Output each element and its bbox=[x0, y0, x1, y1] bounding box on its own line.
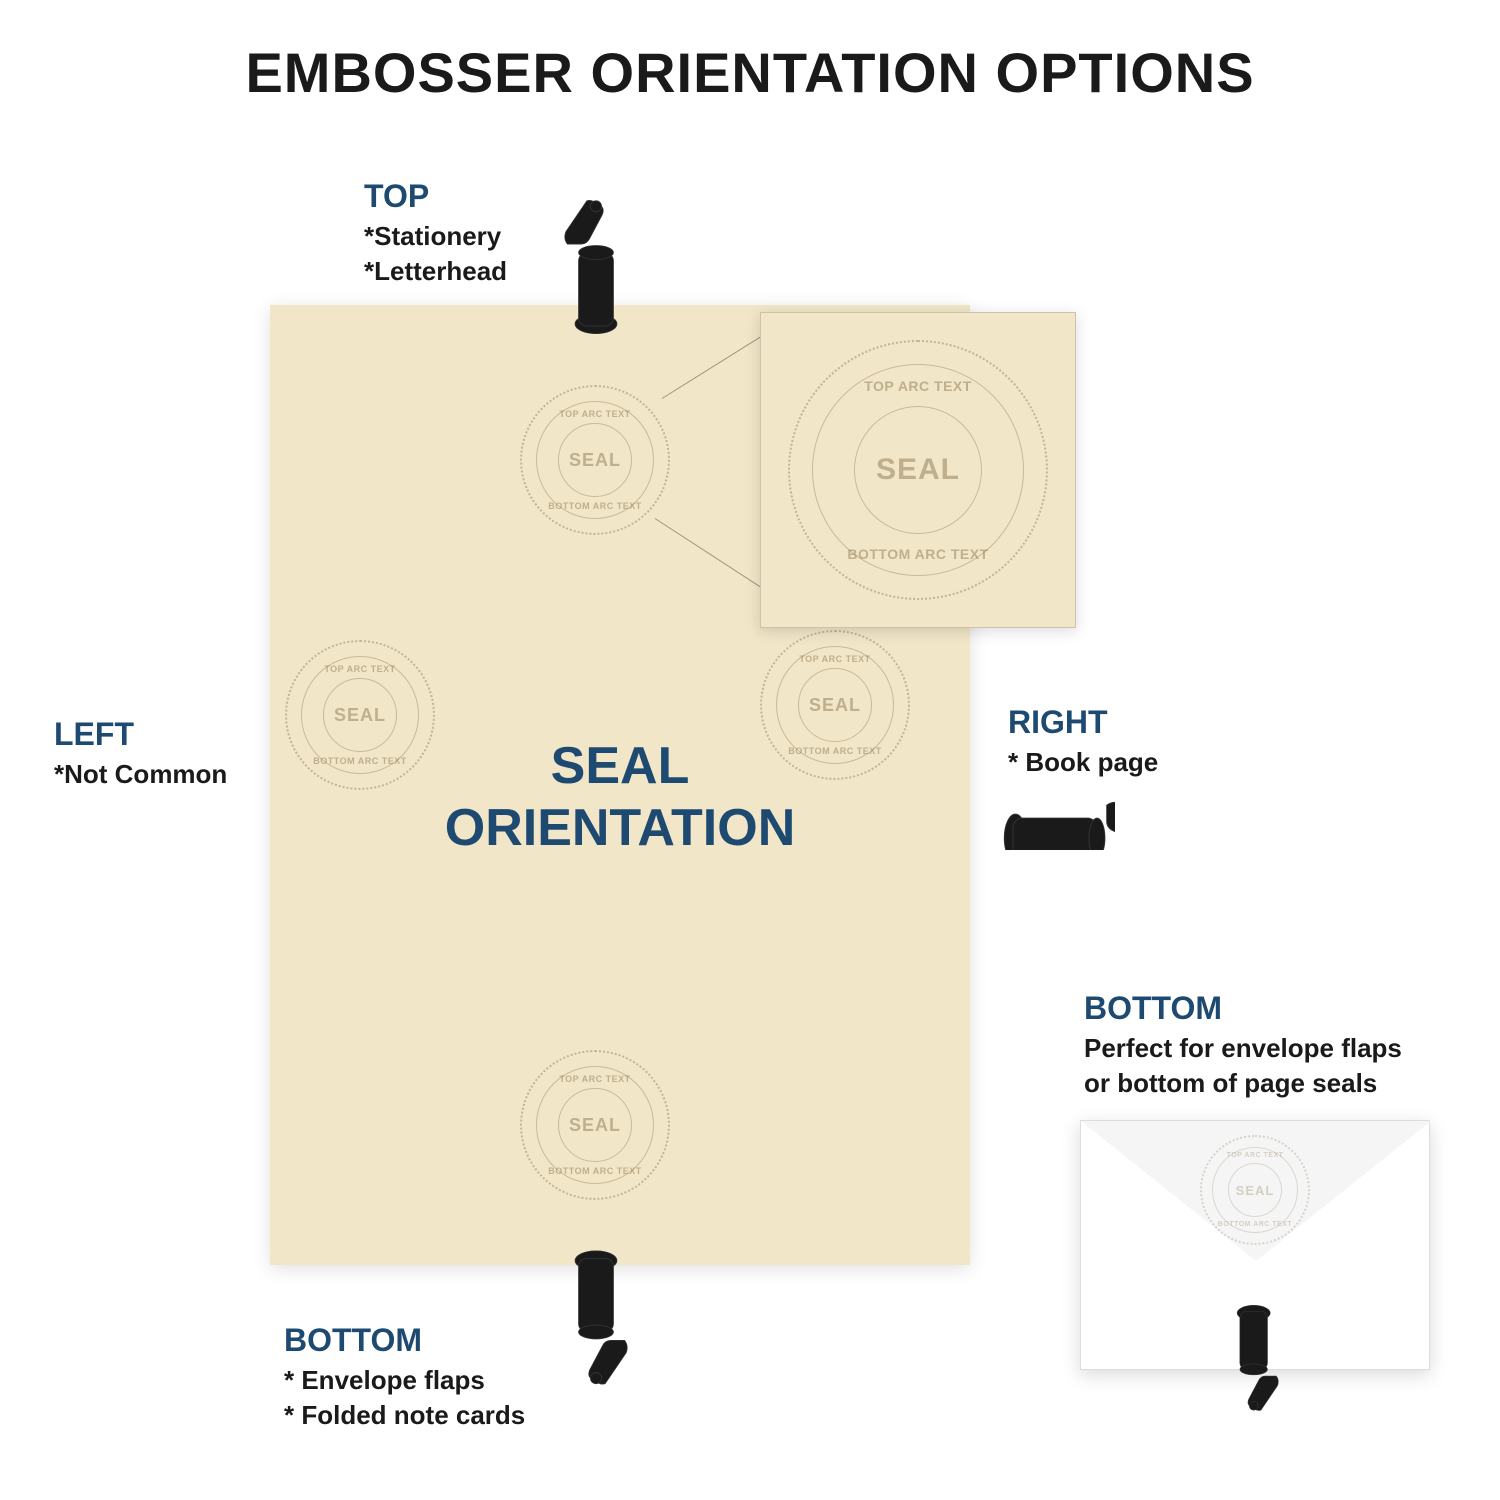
label-top: TOP *Stationery *Letterhead bbox=[364, 178, 507, 289]
label-line: Perfect for envelope flaps bbox=[1084, 1031, 1402, 1066]
seal-center-text: SEAL bbox=[798, 668, 872, 742]
label-right: RIGHT * Book page bbox=[1008, 704, 1158, 780]
label-bottom-side: BOTTOM Perfect for envelope flaps or bot… bbox=[1084, 990, 1402, 1101]
seal-envelope: TOP ARC TEXT SEAL BOTTOM ARC TEXT bbox=[1200, 1135, 1310, 1245]
embosser-right bbox=[855, 770, 1115, 850]
label-line: * Book page bbox=[1008, 745, 1158, 780]
label-line: *Letterhead bbox=[364, 254, 507, 289]
label-bottom: BOTTOM * Envelope flaps * Folded note ca… bbox=[284, 1322, 525, 1433]
embosser-top bbox=[561, 160, 631, 380]
seal-center-text: SEAL bbox=[558, 1088, 632, 1162]
seal-arc-text: BOTTOM ARC TEXT bbox=[548, 1166, 642, 1176]
label-line: * Envelope flaps bbox=[284, 1363, 525, 1398]
label-left: LEFT *Not Common bbox=[54, 716, 227, 792]
seal-center-text: SEAL bbox=[558, 423, 632, 497]
seal-center-text: SEAL bbox=[854, 406, 982, 534]
seal-zoom: TOP ARC TEXT SEAL BOTTOM ARC TEXT bbox=[788, 340, 1048, 600]
seal-arc-text: TOP ARC TEXT bbox=[559, 409, 630, 419]
seal-bottom: TOP ARC TEXT SEAL BOTTOM ARC TEXT bbox=[520, 1050, 670, 1200]
seal-center-text: SEAL bbox=[1228, 1163, 1282, 1217]
label-head: BOTTOM bbox=[284, 1322, 525, 1359]
seal-arc-text: TOP ARC TEXT bbox=[1227, 1152, 1284, 1159]
label-line: *Stationery bbox=[364, 219, 507, 254]
zoom-detail-box: TOP ARC TEXT SEAL BOTTOM ARC TEXT bbox=[760, 312, 1076, 628]
label-line: * Folded note cards bbox=[284, 1398, 525, 1433]
label-line: or bottom of page seals bbox=[1084, 1066, 1402, 1101]
center-line-1: SEAL bbox=[551, 737, 690, 795]
label-head: TOP bbox=[364, 178, 507, 215]
seal-arc-text: TOP ARC TEXT bbox=[799, 654, 870, 664]
seal-arc-text: TOP ARC TEXT bbox=[864, 378, 972, 394]
label-head: LEFT bbox=[54, 716, 227, 753]
embosser-envelope bbox=[1222, 1248, 1282, 1448]
label-head: RIGHT bbox=[1008, 704, 1158, 741]
label-line: *Not Common bbox=[54, 757, 227, 792]
page-title: EMBOSSER ORIENTATION OPTIONS bbox=[0, 40, 1500, 105]
seal-top: TOP ARC TEXT SEAL BOTTOM ARC TEXT bbox=[520, 385, 670, 535]
seal-arc-text: TOP ARC TEXT bbox=[324, 664, 395, 674]
label-head: BOTTOM bbox=[1084, 990, 1402, 1027]
seal-arc-text: TOP ARC TEXT bbox=[559, 1074, 630, 1084]
center-line-2: ORIENTATION bbox=[445, 799, 796, 857]
seal-arc-text: BOTTOM ARC TEXT bbox=[847, 546, 988, 562]
seal-arc-text: BOTTOM ARC TEXT bbox=[1218, 1221, 1292, 1228]
seal-arc-text: BOTTOM ARC TEXT bbox=[548, 501, 642, 511]
embosser-bottom bbox=[561, 1196, 631, 1426]
